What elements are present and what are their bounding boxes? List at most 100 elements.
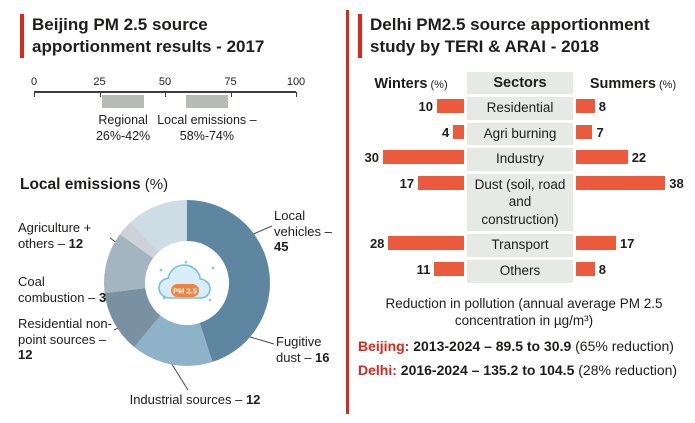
summer-cell: 38 [576,174,690,232]
table-row: 11 Others 8 [358,260,690,283]
beijing-title-block: Beijing PM 2.5 source apportionment resu… [20,14,344,59]
scale-ranges: Regional 26%-42% Local emissions –58%-74% [34,92,296,158]
range-label-name: Regional [98,113,148,128]
range-label-values: 58%-74% [179,128,234,143]
scale-tick-mark [99,92,101,98]
summer-value: 8 [598,99,607,115]
donut-center: PM 2.5 [145,241,229,326]
local-emissions-label: Local emissions [20,176,141,194]
winter-value: 11 [416,262,431,278]
scale-tick-label: 75 [224,76,237,89]
winter-cell: 30 [358,148,464,171]
range-bar [102,95,145,109]
donut-label-residential: Residential non-point sources – 12 [18,316,112,362]
winter-value: 17 [399,175,415,191]
summer-value: 38 [669,175,684,191]
pm25-cloud-icon: PM 2.5 [158,260,215,302]
winters-label: Winters [374,76,428,93]
delhi-table: Winters (%) Sectors Summers (%) 10 Reside… [358,72,690,283]
segment-value: 16 [315,349,330,365]
winter-cell: 17 [358,174,464,232]
summer-value: 17 [619,236,635,252]
delhi-title: Delhi PM2.5 source apportionment study b… [370,15,650,57]
table-row: 4 Agri burning 7 [358,122,690,146]
summers-label: Summers [589,76,656,93]
segment-name: Fugitive dust [276,334,322,365]
scale-axis-line [34,91,297,98]
summer-value: 8 [598,262,607,278]
summers-unit: (%) [655,79,677,92]
winters-header: Winters (%) [358,76,464,94]
delhi-rows: 10 Residential 8 4 Agri burning 7 30 Industry 22… [358,97,690,283]
sector-cell: Others [467,260,573,283]
winter-cell: 28 [358,234,464,257]
table-row: 17 Dust (soil, road and construction) 38 [358,173,690,232]
summer-bar [576,262,595,277]
donut-label-coal-combustion: Coal combustion – 3 [18,274,112,305]
beijing-stat-line: Beijing: 2013-2024 – 89.5 to 30.9 (65% r… [358,338,690,354]
pollution-note: Reduction in pollution (annual average P… [385,295,663,329]
delhi-stat-suffix: (28% reduction) [574,361,678,378]
scale-tick-label: 0 [30,76,38,89]
title-accent-bar [358,14,362,59]
scale-tick-mark [165,92,166,98]
segment-name: Residential non-point sources [18,316,112,347]
donut-label-local-vehicles: Local vehicles – 45 [274,208,348,254]
beijing-title: Beijing PM 2.5 source apportionment resu… [32,15,265,57]
summer-cell: 17 [576,234,690,257]
separator: – [95,331,107,347]
segment-name: Agriculture + others [18,220,92,251]
beijing-stat-label: Beijing: [358,337,410,354]
scale-tick-mark [230,92,232,98]
sectors-header: Sectors [467,72,573,95]
summer-value: 7 [596,124,604,140]
segment-value: 3 [98,289,107,305]
winter-bar [453,124,464,139]
winter-cell: 11 [358,260,464,283]
sector-cell: Agri burning [467,122,573,146]
sector-cell: Transport [467,234,573,258]
summer-cell: 22 [576,148,690,171]
summer-cell: 8 [576,260,690,283]
separator: – [54,235,69,251]
segment-name: Industrial sources [129,392,232,408]
separator: – [300,349,316,365]
donut-label-industrial-sources: Industrial sources – 12 [106,392,284,407]
sector-cell: Dust (soil, road and construction) [467,173,573,232]
scale-tick-mark [296,92,297,98]
segment-value: 45 [274,238,289,254]
scale-tick-mark [34,92,35,98]
range-label-name: Local emissions – [157,113,257,128]
table-row: 28 Transport 17 [358,234,690,258]
table-header-row: Winters (%) Sectors Summers (%) [358,72,690,95]
beijing-stat-suffix: (65% reduction) [571,337,674,354]
segment-name: Coal combustion [18,274,85,305]
summer-value: 22 [631,150,647,166]
summer-bar [576,150,628,165]
winters-unit: (%) [427,79,448,92]
delhi-stat-label: Delhi: [358,361,397,378]
sector-cell: Industry [467,148,573,171]
summers-header: Summers (%) [576,76,690,94]
separator: – [84,289,99,305]
scale-tick-label: 50 [158,76,172,89]
summer-cell: 8 [576,97,690,120]
delhi-title-block: Delhi PM2.5 source apportionment study b… [358,14,690,59]
donut-area: PM 2.5 Local vehicles – 45 Fugitive dust… [18,196,348,416]
winter-value: 30 [364,150,379,166]
sector-cell: Residential [467,97,573,120]
title-accent-bar [20,14,24,59]
summer-bar [576,236,616,251]
winter-bar [437,99,464,114]
winter-value: 28 [369,236,385,252]
delhi-panel: Delhi PM2.5 source apportionment study b… [358,14,690,378]
delhi-stat-detail: 2016-2024 – 135.2 to 104.5 [396,361,575,378]
winter-bar [434,262,464,277]
winter-bar [418,175,464,190]
summer-cell: 7 [576,123,690,146]
beijing-panel: Beijing PM 2.5 source apportionment resu… [18,14,344,416]
table-row: 30 Industry 22 [358,148,690,171]
range-bar [185,95,228,109]
pm25-badge-label: PM 2.5 [173,287,197,296]
